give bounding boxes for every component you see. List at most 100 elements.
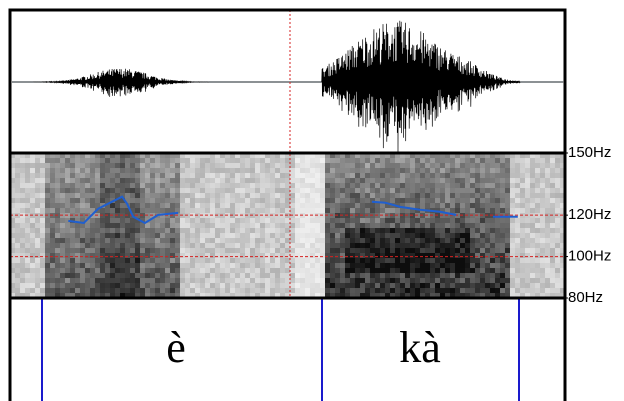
spectrogram-cell (30, 268, 35, 273)
spectrogram-cell (260, 258, 265, 263)
spectrogram-cell (85, 193, 90, 198)
spectrogram-cell (230, 218, 235, 223)
spectrogram-cell (220, 208, 225, 213)
spectrogram-cell (50, 273, 55, 278)
spectrogram-cell (210, 258, 215, 263)
spectrogram-cell (70, 253, 75, 258)
spectrogram-cell (110, 208, 115, 213)
spectrogram-cell (265, 163, 270, 168)
spectrogram-cell (270, 243, 275, 248)
spectrogram-cell (260, 273, 265, 278)
spectrogram-cell (200, 238, 205, 243)
spectrogram-cell (275, 253, 280, 258)
spectrogram-cell (100, 253, 105, 258)
spectrogram-cell (440, 268, 445, 273)
spectrogram-cell (15, 158, 20, 163)
spectrogram-cell (345, 288, 350, 293)
spectrogram-cell (140, 208, 145, 213)
spectrogram-cell (435, 178, 440, 183)
spectrogram-cell (160, 168, 165, 173)
spectrogram-cell (410, 223, 415, 228)
spectrogram-cell (235, 278, 240, 283)
spectrogram-cell (440, 273, 445, 278)
spectrogram-cell (160, 173, 165, 178)
spectrogram-cell (195, 218, 200, 223)
spectrogram-cell (350, 273, 355, 278)
spectrogram-cell (260, 283, 265, 288)
spectrogram-cell (325, 168, 330, 173)
spectrogram-cell (285, 248, 290, 253)
spectrogram-cell (455, 258, 460, 263)
spectrogram-cell (45, 233, 50, 238)
spectrogram-cell (250, 193, 255, 198)
spectrogram-cell (180, 288, 185, 293)
spectrogram-cell (520, 268, 525, 273)
spectrogram-cell (405, 243, 410, 248)
spectrogram-cell (220, 278, 225, 283)
spectrogram-cell (85, 248, 90, 253)
spectrogram-cell (315, 283, 320, 288)
spectrogram-cell (65, 168, 70, 173)
spectrogram-cell (265, 253, 270, 258)
spectrogram-cell (535, 273, 540, 278)
spectrogram-cell (300, 253, 305, 258)
spectrogram-cell (465, 233, 470, 238)
spectrogram-cell (400, 178, 405, 183)
spectrogram-cell (155, 288, 160, 293)
spectrogram-cell (385, 168, 390, 173)
spectrogram-cell (455, 168, 460, 173)
spectrogram-cell (300, 273, 305, 278)
spectrogram-cell (275, 188, 280, 193)
spectrogram-cell (80, 278, 85, 283)
spectrogram-cell (135, 258, 140, 263)
spectrogram-cell (495, 248, 500, 253)
spectrogram-cell (450, 243, 455, 248)
spectrogram-cell (210, 158, 215, 163)
spectrogram-cell (115, 288, 120, 293)
spectrogram-cell (95, 173, 100, 178)
spectrogram-cell (295, 233, 300, 238)
spectrogram-cell (80, 183, 85, 188)
spectrogram-cell (530, 188, 535, 193)
spectrogram-cell (360, 243, 365, 248)
spectrogram-cell (250, 173, 255, 178)
spectrogram-cell (535, 243, 540, 248)
spectrogram-cell (65, 198, 70, 203)
spectrogram-cell (530, 288, 535, 293)
spectrogram-cell (255, 223, 260, 228)
spectrogram-cell (140, 278, 145, 283)
spectrogram-cell (205, 188, 210, 193)
spectrogram-cell (320, 283, 325, 288)
spectrogram-cell (300, 258, 305, 263)
spectrogram-cell (515, 218, 520, 223)
spectrogram-cell (200, 193, 205, 198)
spectrogram-cell (130, 218, 135, 223)
spectrogram-cell (255, 263, 260, 268)
spectrogram-cell (310, 173, 315, 178)
spectrogram-cell (355, 158, 360, 163)
spectrogram-cell (145, 223, 150, 228)
spectrogram-cell (255, 183, 260, 188)
spectrogram-cell (270, 278, 275, 283)
spectrogram-cell (215, 223, 220, 228)
spectrogram-cell (120, 188, 125, 193)
spectrogram-cell (320, 268, 325, 273)
spectrogram-cell (230, 183, 235, 188)
spectrogram-cell (45, 193, 50, 198)
spectrogram-cell (540, 178, 545, 183)
spectrogram-cell (45, 168, 50, 173)
spectrogram-cell (20, 183, 25, 188)
spectrogram-cell (235, 233, 240, 238)
spectrogram-cell (85, 283, 90, 288)
spectrogram-cell (495, 278, 500, 283)
spectrogram-cell (540, 283, 545, 288)
spectrogram-cell (215, 263, 220, 268)
spectrogram-cell (485, 163, 490, 168)
spectrogram-cell (280, 223, 285, 228)
spectrogram-cell (355, 228, 360, 233)
spectrogram-cell (500, 273, 505, 278)
spectrogram-cell (200, 248, 205, 253)
spectrogram-cell (310, 188, 315, 193)
spectrogram-cell (180, 223, 185, 228)
